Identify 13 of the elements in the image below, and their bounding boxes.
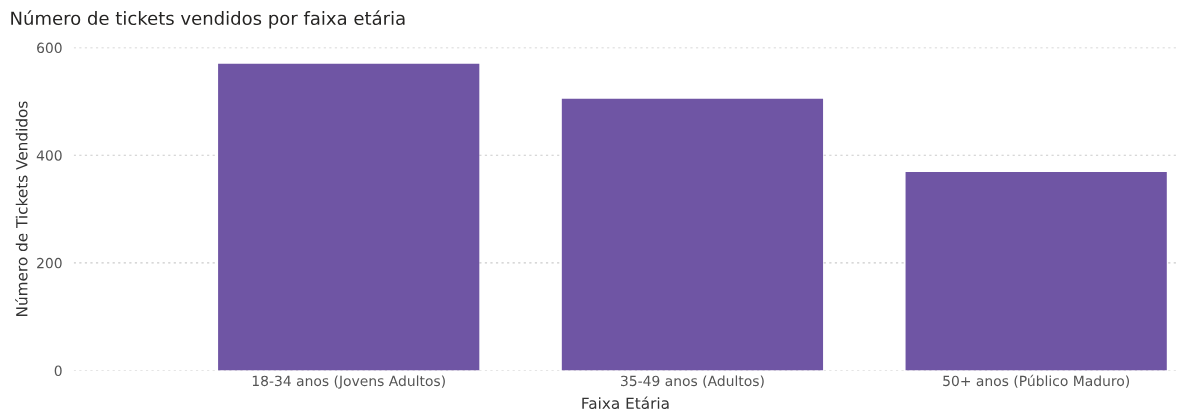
chart-title: Número de tickets vendidos por faixa etária [11,10,405,29]
bar [218,63,480,371]
y-tick-label: 600 [37,42,62,54]
x-tick-label: 35-49 anos (Adultos) [621,375,764,388]
bar [561,98,824,371]
x-tick-label: 18-34 anos (Jovens Adultos) [252,375,445,389]
x-axis-title: Faixa Etária [582,396,669,409]
x-tick-label: 50+ anos (Público Maduro) [943,374,1130,388]
y-tick-label: 200 [37,257,62,269]
y-axis-title: Número de Tickets Vendidos [15,101,28,316]
y-tick-label: 0 [54,365,62,376]
y-tick-label: 400 [36,150,62,161]
bar [905,171,1167,371]
